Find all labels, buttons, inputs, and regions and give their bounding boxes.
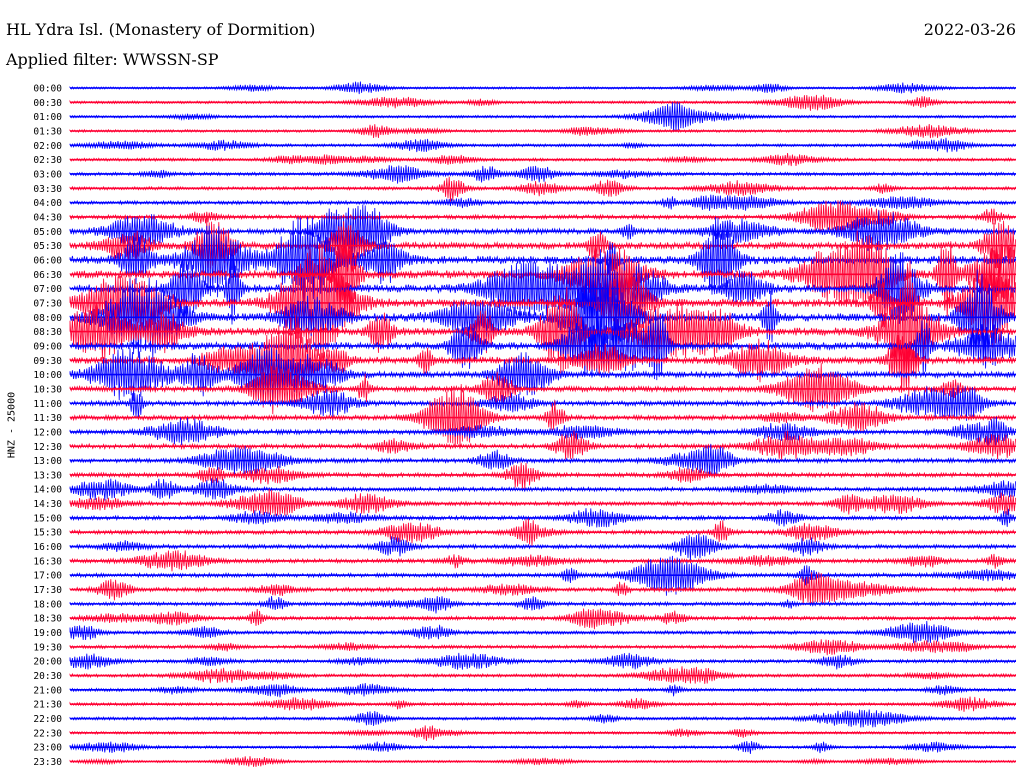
time-tick-label: 15:30 bbox=[33, 528, 62, 539]
time-tick-label: 13:30 bbox=[33, 470, 62, 481]
time-tick-label: 00:30 bbox=[33, 98, 62, 109]
time-tick-label: 19:00 bbox=[33, 628, 62, 639]
filter-label: Applied filter: WWSSN-SP bbox=[6, 50, 219, 69]
time-tick-label: 02:30 bbox=[33, 155, 62, 166]
time-tick-label: 08:00 bbox=[33, 313, 62, 324]
time-tick-label: 20:30 bbox=[33, 671, 62, 682]
time-tick-label: 23:30 bbox=[33, 757, 62, 768]
time-tick-label: 04:30 bbox=[33, 212, 62, 223]
time-tick-label: 12:30 bbox=[33, 442, 62, 453]
time-tick-label: 07:30 bbox=[33, 298, 62, 309]
time-tick-label: 05:30 bbox=[33, 241, 62, 252]
time-tick-label: 22:30 bbox=[33, 728, 62, 739]
time-tick-label: 18:30 bbox=[33, 614, 62, 625]
time-tick-label: 05:00 bbox=[33, 227, 62, 238]
time-tick-label: 00:00 bbox=[33, 84, 62, 95]
time-tick-label: 21:30 bbox=[33, 700, 62, 711]
seismic-trace-1430 bbox=[69, 488, 1016, 516]
time-tick-label: 03:00 bbox=[33, 169, 62, 180]
time-tick-label: 13:00 bbox=[33, 456, 62, 467]
time-tick-label: 04:00 bbox=[33, 198, 62, 209]
time-tick-label: 21:00 bbox=[33, 685, 62, 696]
time-tick-label: 16:30 bbox=[33, 556, 62, 567]
time-tick-label: 16:00 bbox=[33, 542, 62, 553]
time-tick-label: 17:00 bbox=[33, 571, 62, 582]
time-tick-label: 09:30 bbox=[33, 356, 62, 367]
time-tick-label: 12:00 bbox=[33, 427, 62, 438]
time-tick-label: 02:00 bbox=[33, 141, 62, 152]
time-tick-label: 23:00 bbox=[33, 743, 62, 754]
time-tick-label: 09:00 bbox=[33, 341, 62, 352]
time-tick-label: 18:00 bbox=[33, 599, 62, 610]
time-tick-label: 11:00 bbox=[33, 399, 62, 410]
seismic-trace-0330 bbox=[69, 176, 1016, 202]
time-tick-label: 06:00 bbox=[33, 255, 62, 266]
time-tick-label: 15:00 bbox=[33, 513, 62, 524]
time-tick-label: 08:30 bbox=[33, 327, 62, 338]
time-tick-label: 10:00 bbox=[33, 370, 62, 381]
time-tick-label: 14:30 bbox=[33, 499, 62, 510]
time-tick-label: 03:30 bbox=[33, 184, 62, 195]
station-title: HL Ydra Isl. (Monastery of Dormition) bbox=[6, 20, 316, 39]
time-tick-label: 07:00 bbox=[33, 284, 62, 295]
time-tick-label: 11:30 bbox=[33, 413, 62, 424]
time-tick-label: 19:30 bbox=[33, 642, 62, 653]
plot-date: 2022-03-26 bbox=[923, 20, 1016, 39]
time-tick-label: 22:00 bbox=[33, 714, 62, 725]
time-tick-label: 01:30 bbox=[33, 126, 62, 137]
time-tick-label: 14:00 bbox=[33, 485, 62, 496]
seismic-trace-1130 bbox=[69, 384, 1016, 448]
time-tick-label: 01:00 bbox=[33, 112, 62, 123]
time-tick-label: 20:00 bbox=[33, 657, 62, 668]
seismic-trace-1800 bbox=[69, 595, 1016, 614]
time-tick-label: 10:30 bbox=[33, 384, 62, 395]
seismic-trace-0630 bbox=[69, 230, 1016, 321]
time-tick-label: 17:30 bbox=[33, 585, 62, 596]
time-tick-label: 06:30 bbox=[33, 270, 62, 281]
